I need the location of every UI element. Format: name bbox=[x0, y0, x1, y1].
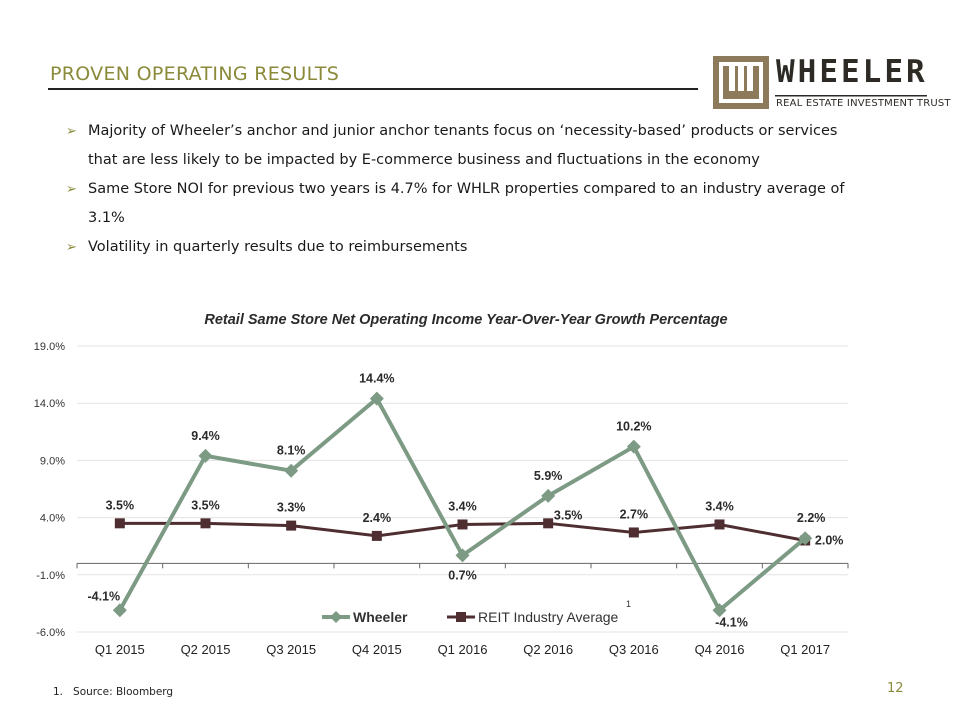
wheeler-data-point bbox=[198, 448, 213, 463]
y-tick-label: 19.0% bbox=[34, 341, 65, 353]
x-tick-label: Q2 2015 bbox=[181, 642, 231, 657]
wheeler-data-label: 0.7% bbox=[448, 568, 477, 582]
x-tick-label: Q3 2016 bbox=[609, 642, 659, 657]
x-tick-label: Q4 2016 bbox=[695, 642, 745, 657]
reit-data-label: 3.5% bbox=[554, 508, 583, 522]
reit-data-label: 3.5% bbox=[191, 498, 220, 512]
arrow-bullet-icon: ➢ bbox=[66, 240, 77, 255]
reit-data-point bbox=[286, 520, 297, 531]
wheeler-data-point bbox=[112, 603, 127, 618]
wheeler-data-point bbox=[626, 439, 641, 454]
wheeler-data-point bbox=[712, 603, 727, 618]
legend-reit-label: REIT Industry Average bbox=[478, 609, 619, 625]
x-tick-label: Q1 2017 bbox=[780, 642, 830, 657]
legend-wheeler-label: Wheeler bbox=[353, 609, 408, 625]
reit-data-point bbox=[714, 519, 725, 530]
bullet-text: Same Store NOI for previous two years is… bbox=[88, 181, 845, 226]
bullet-item: ➢ Same Store NOI for previous two years i… bbox=[66, 175, 866, 233]
x-tick-label: Q1 2015 bbox=[95, 642, 145, 657]
bullet-text: Volatility in quarterly results due to r… bbox=[88, 239, 468, 255]
legend-wheeler-marker bbox=[330, 611, 342, 623]
y-tick-label: 14.0% bbox=[34, 398, 65, 410]
reit-data-point bbox=[371, 530, 382, 541]
footnote-number: 1. bbox=[53, 686, 64, 698]
wheeler-data-point bbox=[541, 488, 556, 503]
x-tick-label: Q4 2015 bbox=[352, 642, 402, 657]
reit-data-label: 3.5% bbox=[106, 498, 135, 512]
title-underline bbox=[48, 88, 698, 90]
y-tick-label: -1.0% bbox=[36, 570, 65, 582]
wheeler-data-point bbox=[284, 463, 299, 478]
y-tick-label: 9.0% bbox=[40, 455, 65, 467]
x-tick-label: Q3 2015 bbox=[266, 642, 316, 657]
reit-data-point bbox=[114, 518, 125, 529]
bullet-text: Majority of Wheeler’s anchor and junior … bbox=[88, 123, 838, 168]
wheeler-data-label: -4.1% bbox=[88, 589, 121, 603]
reit-data-point bbox=[628, 527, 639, 538]
wheeler-logo-mark bbox=[713, 56, 927, 109]
reit-data-label: 2.7% bbox=[620, 507, 649, 521]
legend-reit-marker bbox=[456, 612, 466, 622]
footnote: 1. Source: Bloomberg bbox=[53, 686, 173, 698]
bullet-list: ➢ Majority of Wheeler’s anchor and junior… bbox=[66, 117, 866, 262]
logo-subtitle: REAL ESTATE INVESTMENT TRUST bbox=[776, 98, 951, 109]
x-tick-label: Q2 2016 bbox=[523, 642, 573, 657]
reit-data-point bbox=[200, 518, 211, 529]
reit-data-point bbox=[457, 519, 468, 530]
logo-wordmark: WHEELER bbox=[776, 54, 928, 90]
x-tick-label: Q1 2016 bbox=[438, 642, 488, 657]
wheeler-data-point bbox=[369, 391, 384, 406]
reit-data-label: 3.4% bbox=[705, 499, 734, 513]
bullet-item: ➢ Majority of Wheeler’s anchor and junior… bbox=[66, 117, 866, 175]
footnote-text: Source: Bloomberg bbox=[73, 686, 174, 698]
bullet-item: ➢ Volatility in quarterly results due to … bbox=[66, 233, 866, 262]
page-number: 12 bbox=[887, 681, 904, 696]
wheeler-data-label: 9.4% bbox=[191, 429, 220, 443]
slide-title: PROVEN OPERATING RESULTS bbox=[50, 63, 340, 85]
chart-title: Retail Same Store Net Operating Income Y… bbox=[204, 312, 727, 328]
arrow-bullet-icon: ➢ bbox=[66, 182, 77, 197]
reit-data-point bbox=[543, 518, 554, 529]
reit-data-label: 3.4% bbox=[448, 499, 477, 513]
wheeler-data-label: 14.4% bbox=[359, 372, 394, 386]
reit-data-label: 3.3% bbox=[277, 501, 306, 515]
reit-data-label: 2.4% bbox=[363, 511, 392, 525]
y-tick-label: -6.0% bbox=[36, 627, 65, 639]
wheeler-data-label: -4.1% bbox=[715, 615, 748, 629]
arrow-bullet-icon: ➢ bbox=[66, 124, 77, 139]
wheeler-data-label: 5.9% bbox=[534, 469, 563, 483]
wheeler-data-label: 2.2% bbox=[797, 511, 826, 525]
legend-footnote-ref: 1 bbox=[626, 599, 631, 609]
y-tick-label: 4.0% bbox=[40, 513, 65, 525]
wheeler-data-label: 10.2% bbox=[616, 420, 651, 434]
wheeler-data-label: 8.1% bbox=[277, 444, 306, 458]
wheeler-data-point bbox=[455, 548, 470, 563]
reit-data-label: 2.0% bbox=[815, 533, 844, 547]
wheeler-data-point bbox=[798, 531, 813, 546]
